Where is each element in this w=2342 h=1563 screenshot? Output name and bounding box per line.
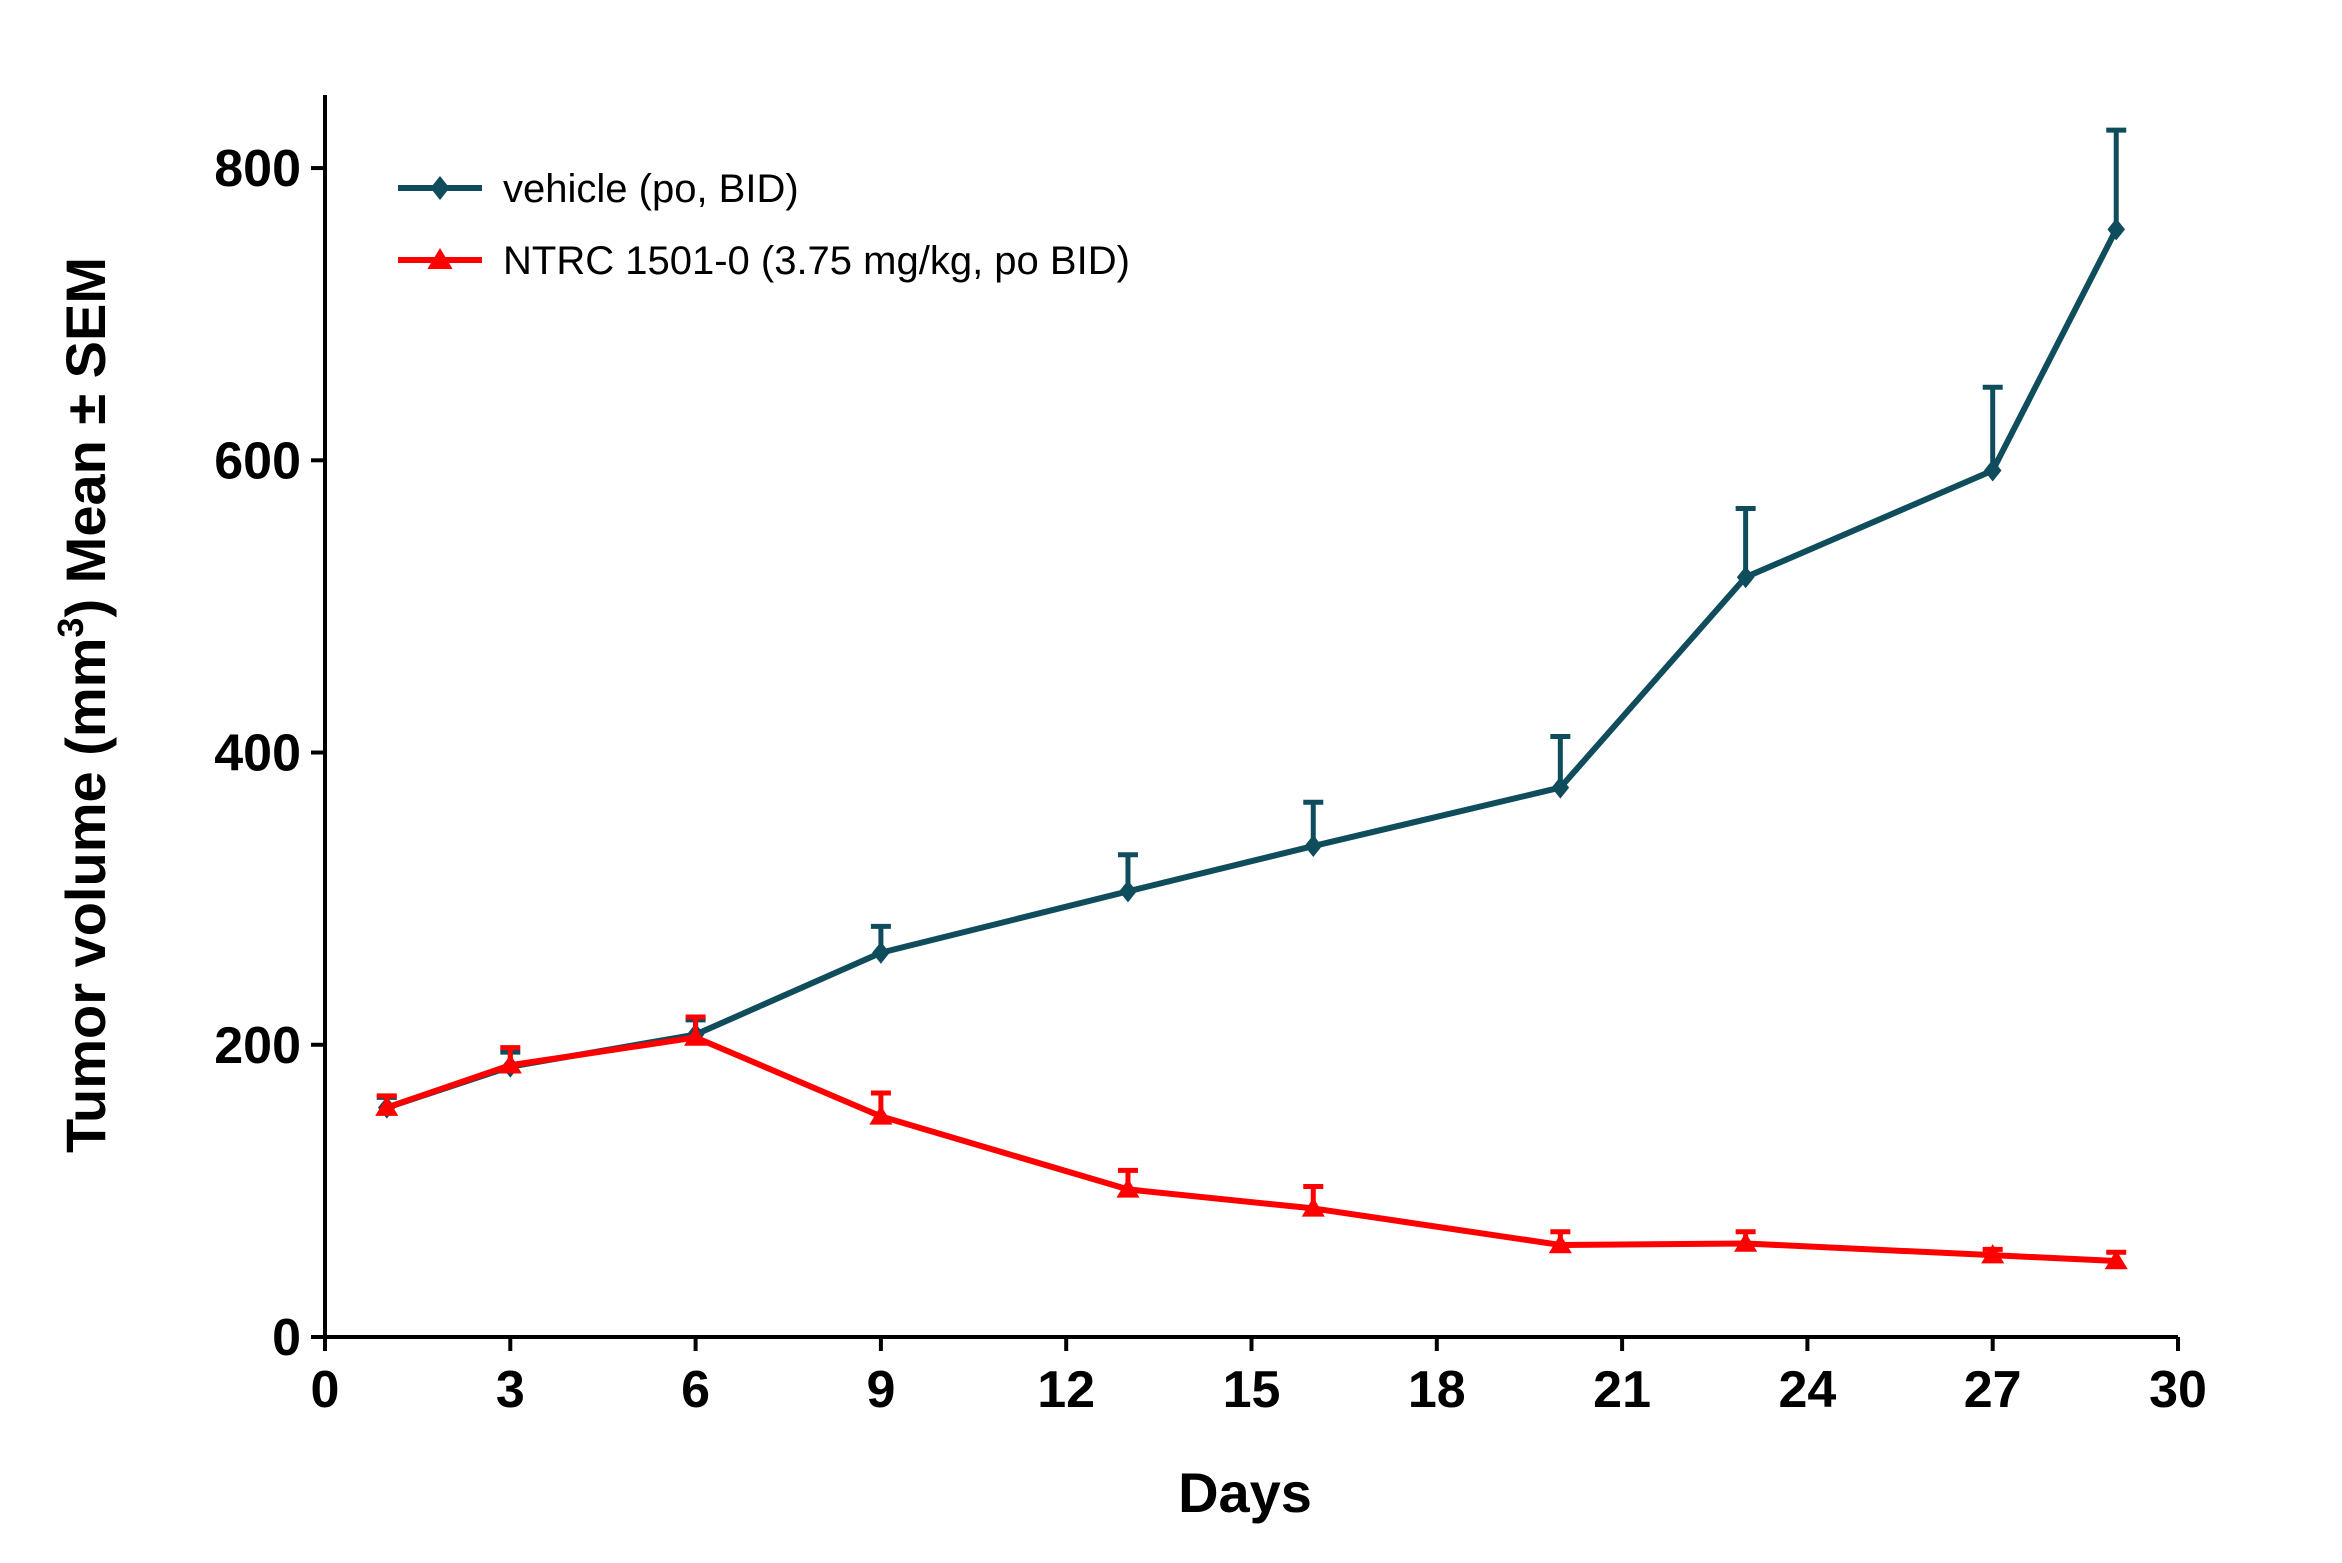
x-tick-label: 15 (1223, 1361, 1281, 1419)
x-tick-label: 30 (2149, 1361, 2207, 1419)
x-tick-label: 0 (311, 1361, 340, 1419)
x-tick-label: 21 (1593, 1361, 1651, 1419)
x-tick-label: 24 (1778, 1361, 1836, 1419)
diamond-marker (1119, 880, 1137, 903)
diamond-marker (1304, 835, 1323, 858)
x-tick-label: 27 (1964, 1361, 2022, 1419)
legend-marker (427, 248, 453, 269)
y-axis-title-superscript: 3 (50, 618, 91, 638)
triangle-marker (375, 1096, 399, 1116)
y-tick-label: 0 (272, 1309, 301, 1367)
triangle-marker (1981, 1244, 2005, 1264)
series-line (385, 228, 2119, 1111)
triangle-marker (684, 1026, 708, 1046)
legend-label: NTRC 1501-0 (3.75 mg/kg, po BID) (503, 239, 1130, 283)
diamond-marker (2107, 218, 2126, 241)
y-tick-label: 200 (214, 1017, 301, 1075)
x-tick-label: 18 (1408, 1361, 1466, 1419)
x-tick-label: 3 (496, 1361, 525, 1419)
diamond-marker (1983, 459, 2002, 482)
axes: 0 3 6 9 12 15 18 21 24 27 30 0 200 400 600 800 (214, 95, 2207, 1419)
triangle-marker (1301, 1197, 1325, 1217)
diamond-marker (1736, 566, 1755, 589)
triangle-marker (1548, 1233, 1572, 1254)
diamond-marker (872, 941, 890, 964)
triangle-marker (498, 1054, 522, 1074)
legend-marker (430, 176, 450, 200)
x-tick-label: 12 (1037, 1361, 1095, 1419)
series-line (385, 1034, 2117, 1265)
y-axis-title-main: Tumor volume (mm (54, 638, 117, 1153)
y-tick-label: 600 (214, 432, 301, 490)
y-axis-title-rest: ) Mean ± SEM (54, 257, 117, 618)
y-axis-title: Tumor volume (mm3) Mean ± SEM (50, 257, 117, 1153)
triangle-marker (1734, 1232, 1758, 1252)
series-group-2 (375, 1014, 2128, 1270)
y-tick-label: 400 (214, 725, 301, 783)
legend: vehicle (po, BID) NTRC 1501-0 (3.75 mg/kg… (398, 167, 1130, 283)
x-axis-title: Days (1178, 1461, 1312, 1524)
x-tick-label: 6 (681, 1361, 710, 1419)
triangle-marker (869, 1105, 893, 1125)
y-tick-label: 800 (214, 140, 301, 198)
diamond-marker (1551, 776, 1570, 799)
triangle-marker (1116, 1178, 1140, 1198)
plot-area (375, 127, 2128, 1270)
legend-label: vehicle (po, BID) (503, 167, 799, 211)
triangle-marker (2104, 1250, 2128, 1270)
x-tick-label: 9 (866, 1361, 895, 1419)
